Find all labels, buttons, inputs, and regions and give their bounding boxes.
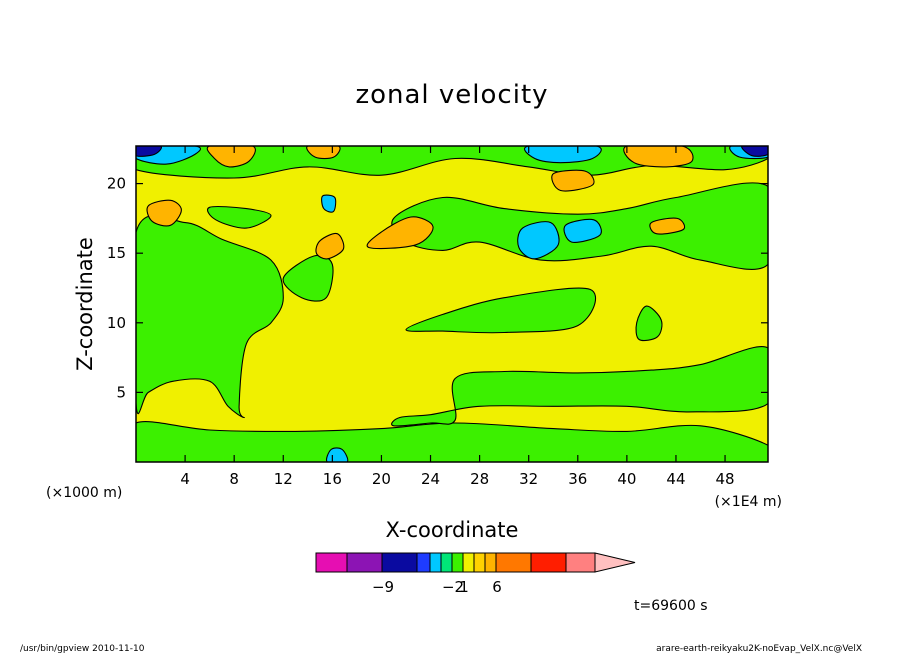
colorbar-swatch-3 bbox=[416, 552, 431, 573]
y-tick-label-15: 15 bbox=[107, 244, 126, 262]
colorbar-swatch-5 bbox=[440, 552, 453, 573]
footer-right: arare-earth-reikyaku2K-noEvap_VelX.nc@Ve… bbox=[656, 644, 862, 654]
x-axis-label: X-coordinate bbox=[386, 518, 519, 542]
contour-region-25 bbox=[741, 146, 768, 157]
contour-region-11 bbox=[146, 199, 182, 227]
colorbar-swatch-11 bbox=[530, 552, 567, 573]
colorbar-swatch-2 bbox=[381, 552, 418, 573]
contour-region-16 bbox=[649, 217, 686, 235]
colorbar-swatch-12 bbox=[565, 552, 596, 573]
y-axis-label: Z-coordinate bbox=[73, 237, 97, 371]
x-tick-label-20: 20 bbox=[372, 470, 391, 488]
colorbar-label: −2 bbox=[442, 578, 464, 596]
x-tick-label-12: 12 bbox=[274, 470, 293, 488]
time-label: t=69600 s bbox=[634, 598, 708, 614]
contour-region-21 bbox=[321, 194, 337, 213]
y-tick-label-20: 20 bbox=[107, 175, 126, 193]
contour-region-19 bbox=[517, 221, 560, 260]
colorbar-arrow bbox=[594, 552, 636, 573]
colorbar-swatch-8 bbox=[473, 552, 486, 573]
plot-area bbox=[135, 145, 769, 463]
x-tick-label-36: 36 bbox=[568, 470, 587, 488]
x-tick-label-44: 44 bbox=[666, 470, 685, 488]
x-tick-label-48: 48 bbox=[716, 470, 735, 488]
colorbar-swatch-6 bbox=[451, 552, 464, 573]
colorbar-label: 1 bbox=[459, 578, 469, 596]
contour-region-4 bbox=[405, 287, 596, 334]
contour-region-0 bbox=[136, 421, 768, 462]
colorbar-label: 6 bbox=[492, 578, 502, 596]
x-tick-label-4: 4 bbox=[180, 470, 190, 488]
contour-region-10 bbox=[306, 146, 341, 160]
colorbar-swatch-1 bbox=[346, 552, 383, 573]
contour-region-3 bbox=[282, 254, 334, 302]
contour-region-14 bbox=[551, 169, 595, 192]
x-tick-label-40: 40 bbox=[617, 470, 636, 488]
chart-title: zonal velocity bbox=[355, 80, 548, 110]
contour-region-18 bbox=[524, 146, 602, 164]
contour-region-9 bbox=[206, 146, 256, 168]
colorbar-swatch-0 bbox=[315, 552, 348, 573]
contour-region-24 bbox=[136, 146, 162, 157]
footer-left: /usr/bin/gpview 2010-11-10 bbox=[20, 644, 145, 654]
contour-region-1 bbox=[391, 346, 768, 427]
colorbar: −9 −21 6 bbox=[315, 552, 636, 596]
x-tick-label-32: 32 bbox=[519, 470, 538, 488]
x-tick-label-8: 8 bbox=[229, 470, 239, 488]
x-unit-right: (×1E4 m) bbox=[715, 494, 782, 510]
x-tick-label-28: 28 bbox=[470, 470, 489, 488]
y-tick-label-10: 10 bbox=[107, 314, 126, 332]
contour-region-12 bbox=[315, 232, 345, 260]
y-tick-label-5: 5 bbox=[116, 383, 126, 401]
contour-region-20 bbox=[563, 218, 602, 243]
x-tick-label-16: 16 bbox=[323, 470, 342, 488]
colorbar-swatch-10 bbox=[495, 552, 532, 573]
colorbar-swatch-4 bbox=[429, 552, 442, 573]
x-unit-left: (×1000 m) bbox=[46, 485, 122, 501]
contour-region-6 bbox=[206, 205, 272, 229]
contour-region-8 bbox=[635, 305, 663, 342]
contour-region-13 bbox=[366, 216, 434, 250]
contour-region-2 bbox=[136, 214, 284, 419]
plot-frame bbox=[135, 145, 769, 463]
colorbar-label: −9 bbox=[372, 578, 394, 596]
colorbar-swatch-9 bbox=[484, 552, 497, 573]
colorbar-swatch-7 bbox=[462, 552, 475, 573]
x-tick-label-24: 24 bbox=[421, 470, 440, 488]
